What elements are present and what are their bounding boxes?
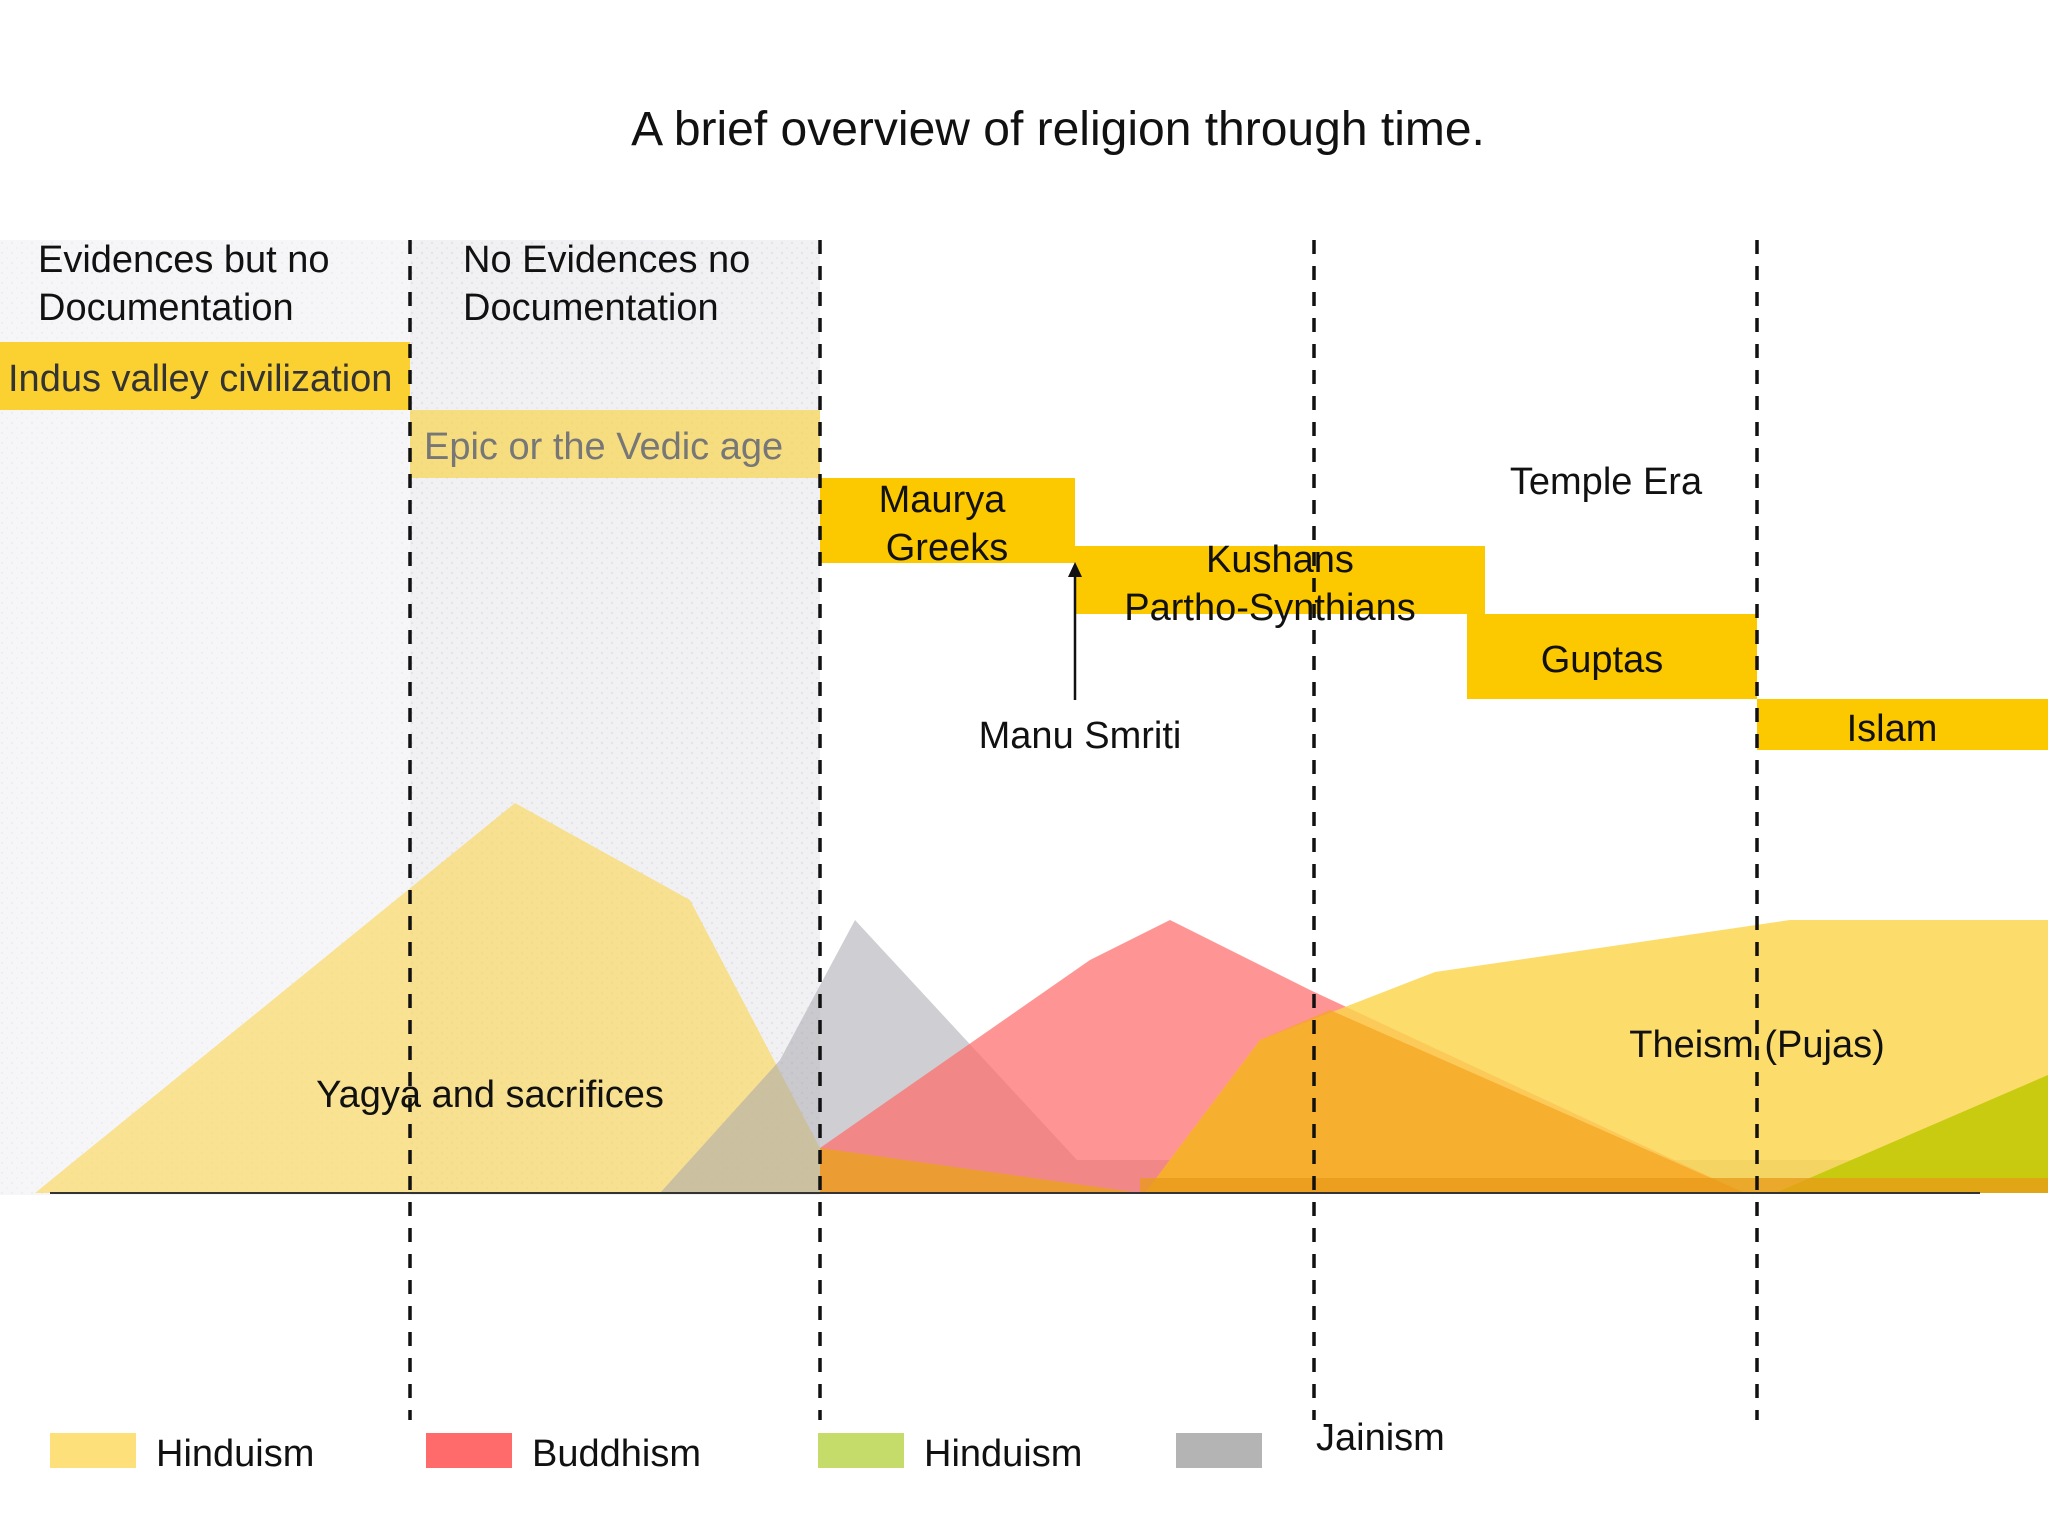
- era-bar-vedic: [410, 410, 820, 478]
- era-label-maurya-line2: Greeks: [886, 527, 1008, 569]
- area-theism-orange-overlap: [1145, 1010, 1745, 1193]
- zone-header-evidence-line2: Documentation: [38, 287, 294, 329]
- zone-header-no-evidence-line1: No Evidences no: [463, 239, 750, 281]
- legend-label-buddhism: Buddhism: [532, 1433, 701, 1475]
- legend-swatch-buddhism: [426, 1433, 512, 1468]
- era-label-kushans-line2: Partho-Synthians: [1124, 587, 1416, 629]
- yagya-label: Yagya and sacrifices: [316, 1074, 664, 1116]
- manu-smriti-label: Manu Smriti: [979, 715, 1182, 757]
- legend: Hinduism Buddhism Hinduism Jainism: [50, 1417, 1445, 1475]
- era-bar-kushans: [1075, 546, 1485, 614]
- era-bar-guptas: [1467, 614, 1757, 699]
- area-green: [1775, 1075, 2048, 1193]
- arrow-head-icon: [1068, 562, 1082, 577]
- area-early-orange-band: [820, 1148, 1140, 1193]
- era-label-islam: Islam: [1847, 708, 1938, 750]
- area-hinduism-yagya: [35, 803, 820, 1193]
- legend-label-jainism: Jainism: [1316, 1417, 1445, 1459]
- era-label-indus: Indus valley civilization: [8, 358, 392, 400]
- legend-label-hinduism-green: Hinduism: [924, 1433, 1082, 1475]
- area-orange-baseline-band: [1140, 1178, 2048, 1193]
- era-bar-islam: [1757, 699, 2048, 750]
- era-label-vedic: Epic or the Vedic age: [424, 426, 783, 468]
- legend-swatch-hinduism-green: [818, 1433, 904, 1468]
- diagram-title: A brief overview of religion through tim…: [631, 103, 1485, 156]
- era-bar-indus: [0, 342, 410, 410]
- era-label-guptas: Guptas: [1541, 639, 1664, 681]
- legend-swatch-hinduism: [50, 1433, 136, 1468]
- era-label-maurya-line1: Maurya: [879, 479, 1007, 521]
- zone-header-evidence-line1: Evidences but no: [38, 239, 330, 281]
- era-label-kushans-line1: Kushans: [1206, 539, 1354, 581]
- era-bar-maurya: [820, 478, 1075, 563]
- legend-label-hinduism: Hinduism: [156, 1433, 314, 1475]
- legend-swatch-jainism: [1176, 1433, 1262, 1468]
- temple-era-label: Temple Era: [1510, 461, 1703, 503]
- zone-header-no-evidence-line2: Documentation: [463, 287, 719, 329]
